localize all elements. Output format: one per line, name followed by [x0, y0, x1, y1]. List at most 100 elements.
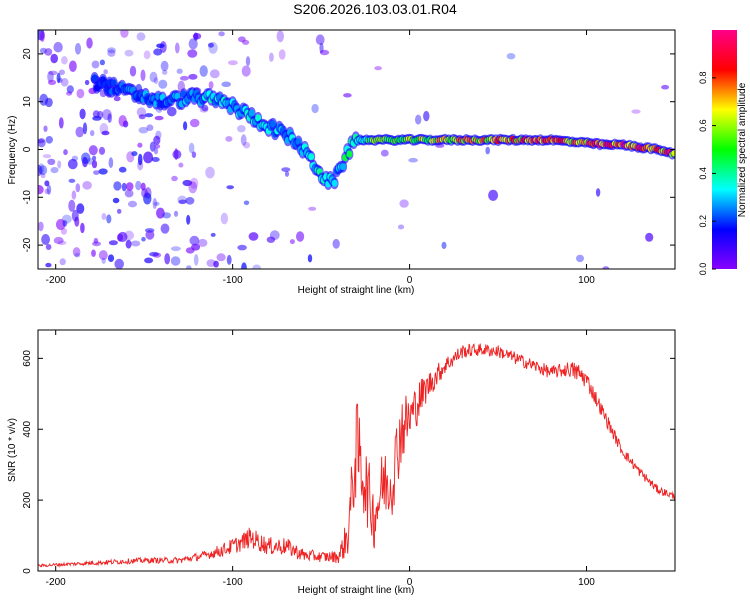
- spectrogram-noise-blob-274: [128, 200, 137, 208]
- spectrogram-noise-blob-38: [124, 189, 134, 198]
- spectrogram-noise-blob-140: [144, 113, 154, 118]
- spectrogram-noise-blob-42: [315, 34, 325, 45]
- spectrogram-noise-blob-64: [284, 171, 290, 177]
- spectrogram-noise-blob-146: [153, 201, 160, 206]
- spectrogram-noise-blob-36: [74, 43, 82, 55]
- colorbar-tick-label-3: 0.6: [698, 119, 708, 132]
- snr-y-tick-label-3: 600: [22, 350, 33, 367]
- spectrogram-noise-blob-165: [61, 56, 68, 65]
- spectrogram-ridge-core-120: [346, 150, 353, 158]
- spectrogram-noise-blob-13: [40, 173, 46, 179]
- spectrogram-noise-blob-48: [149, 71, 158, 83]
- spectrogram-noise-blob-224: [319, 42, 324, 54]
- spectrogram-noise-blob-168: [220, 212, 229, 225]
- spectrogram-noise-blob-108: [153, 48, 163, 56]
- spectrogram-noise-blob-181: [82, 122, 88, 135]
- spectrogram-noise-blob-26: [216, 253, 226, 262]
- spectrogram-noise-blob-111: [45, 262, 52, 268]
- spectrogram-noise-blob-45: [248, 232, 259, 241]
- spectrogram-noise-blob-87: [82, 181, 92, 190]
- spectrogram-noise-blob-254: [188, 38, 198, 50]
- spectrogram-x-axis-label: Height of straight line (km): [298, 285, 415, 296]
- spectrogram-noise-blob-126: [45, 244, 52, 250]
- snr-x-tick-label-2: 0: [407, 577, 413, 588]
- spectrogram-y-ticks: -20 -10 0 10 20: [22, 48, 675, 252]
- spectrogram-noise-blob-110: [144, 257, 154, 264]
- spectrogram-noise-blob-241: [130, 240, 141, 247]
- spectrogram-noise-blob-112: [55, 219, 66, 230]
- spectrogram-noise-blob-159: [221, 81, 231, 88]
- spectrogram-noise-blob-54: [143, 151, 154, 164]
- spectrogram-noise-blob-270: [153, 77, 159, 85]
- spectrogram-noise-blob-229: [125, 239, 132, 249]
- spectrogram-noise-blob-40: [210, 232, 216, 237]
- spectrogram-noise-blob-252: [276, 30, 284, 43]
- spectrogram-noise-blob-127: [79, 108, 86, 120]
- spectrogram-noise-blob-50: [506, 53, 516, 60]
- spectrogram-noise-blob-24: [237, 125, 246, 133]
- snr-x-tick-label-3: 100: [578, 577, 595, 588]
- spectrogram-noise-blob-215: [193, 32, 199, 41]
- spectrogram-noise-blob-267: [74, 253, 81, 258]
- spectrogram-noise-blob-133: [241, 262, 247, 269]
- spectrogram-noise-blob-178: [103, 69, 108, 75]
- spectrogram-noise-blob-272: [138, 126, 149, 134]
- colorbar-gradient: [712, 30, 737, 269]
- spectrogram-ridge-core-0: [91, 74, 98, 82]
- spectrogram-noise-blob-193: [108, 240, 118, 246]
- spectrogram-noise-blob-167: [188, 181, 198, 194]
- spectrogram-noise-blob-147: [252, 264, 262, 269]
- spectrogram-noise-blob-155: [140, 182, 146, 191]
- spectrogram-noise-blob-228: [58, 69, 65, 76]
- spectrogram-noise-blob-172: [136, 107, 147, 117]
- spectrogram-noise-blob-262: [332, 238, 340, 249]
- spectrogram-noise-blob-9: [188, 73, 198, 80]
- spectrogram-noise-blob-97: [243, 200, 250, 206]
- spectrogram-noise-blob-148: [59, 258, 66, 266]
- spectrogram-noise-blob-243: [129, 65, 137, 77]
- spectrogram-x-tick-label-0: -200: [46, 275, 66, 286]
- spectrogram-noise-blob-115: [53, 41, 63, 53]
- snr-x-axis-label: Height of straight line (km): [298, 585, 415, 596]
- spectrogram-noise-blob-248: [213, 260, 219, 268]
- spectrogram-noise-blob-200: [278, 49, 286, 60]
- spectrogram-noise-blob-218: [50, 53, 58, 64]
- colorbar-label: Normalized spectral amplitude: [737, 82, 748, 217]
- spectrogram-noise-blob-207: [99, 122, 109, 135]
- spectrogram-ridge-core-113: [331, 179, 338, 187]
- spectrogram-noise-blob-261: [44, 188, 50, 195]
- spectrogram-noise-blob-214: [107, 113, 112, 123]
- spectrogram-y-tick-label-1: -10: [22, 190, 33, 205]
- spectrogram-noise-blob-249: [38, 163, 45, 175]
- spectrogram-noise-blob-240: [40, 30, 45, 42]
- spectrogram-noise-blob-163: [98, 168, 108, 175]
- spectrogram-noise-blob-183: [199, 107, 209, 113]
- spectrogram-noise-blob-137: [189, 177, 199, 189]
- snr-background: [38, 330, 675, 571]
- spectrogram-ridge-core-117: [340, 163, 347, 171]
- spectrogram-noise-blob-184: [68, 199, 76, 212]
- spectrogram-noise-blob-4: [308, 206, 317, 211]
- spectrogram-noise-blob-233: [485, 146, 491, 155]
- spectrogram-noise-blob-59: [69, 60, 77, 72]
- spectrogram-noise-blob-66: [101, 257, 106, 264]
- spectrogram-noise-blob-269: [176, 68, 183, 74]
- spectrogram-noise-blob-23: [60, 78, 69, 87]
- spectrogram-noise-blob-244: [311, 103, 319, 114]
- spectrogram-noise-blob-238: [183, 121, 188, 131]
- spectrogram-x-tick-label-1: -100: [223, 275, 243, 286]
- spectrogram-noise-blob-198: [153, 135, 161, 145]
- spectrogram-noise-blob-90: [107, 49, 116, 57]
- spectrogram-noise-blob-197: [238, 36, 246, 43]
- spectrogram-noise-blob-255: [84, 79, 90, 86]
- spectrogram-ridge-core-96: [295, 138, 302, 145]
- spectrogram-noise-blob-53: [488, 189, 499, 201]
- spectrogram-noise-blob-211: [136, 32, 146, 41]
- colorbar-tick-label-2: 0.4: [698, 167, 708, 180]
- spectrogram-noise-blob-7: [423, 110, 430, 122]
- spectrogram-noise-blob-72: [80, 222, 85, 234]
- spectrogram-y-tick-label-3: 10: [22, 96, 33, 108]
- spectrogram-noise-blob-65: [146, 124, 154, 131]
- snr-y-tick-label-0: 0: [22, 568, 33, 574]
